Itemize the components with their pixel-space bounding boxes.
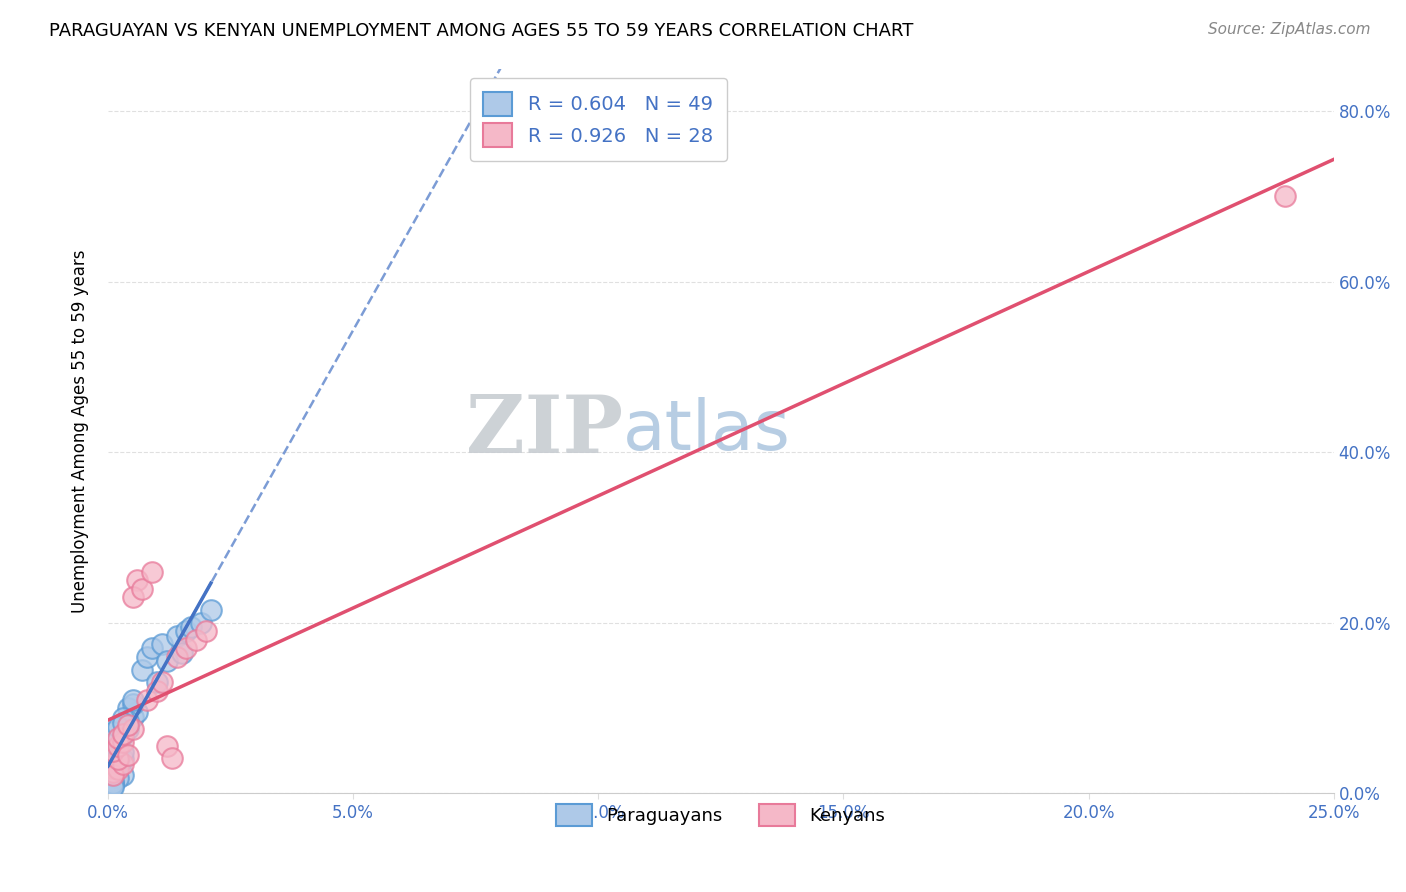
Point <box>176 624 198 639</box>
Point <box>111 726 134 740</box>
Point <box>1274 189 1296 203</box>
Point <box>101 747 124 762</box>
Point <box>121 709 143 723</box>
Point <box>101 725 124 739</box>
Point <box>131 663 153 677</box>
Point <box>150 637 173 651</box>
Point <box>107 744 129 758</box>
Point <box>107 771 129 785</box>
Point <box>117 718 139 732</box>
Point <box>101 750 124 764</box>
Text: ZIP: ZIP <box>465 392 623 470</box>
Point <box>117 701 139 715</box>
Point <box>101 761 124 775</box>
Point <box>121 591 143 605</box>
Point <box>111 767 134 781</box>
Point <box>101 776 124 790</box>
Point <box>127 573 149 587</box>
Point <box>146 675 169 690</box>
Point <box>107 763 129 777</box>
Point <box>101 765 124 780</box>
Point <box>107 754 129 768</box>
Point <box>141 641 163 656</box>
Y-axis label: Unemployment Among Ages 55 to 59 years: Unemployment Among Ages 55 to 59 years <box>72 249 89 613</box>
Point <box>101 739 124 754</box>
Point <box>156 739 179 754</box>
Point <box>101 773 124 788</box>
Point <box>121 692 143 706</box>
Point <box>117 723 139 737</box>
Point <box>111 756 134 771</box>
Point <box>160 750 183 764</box>
Point <box>107 752 129 766</box>
Point <box>111 711 134 725</box>
Point <box>195 624 218 639</box>
Point <box>166 629 188 643</box>
Point <box>101 765 124 780</box>
Point <box>107 756 129 771</box>
Point <box>117 714 139 728</box>
Point <box>121 697 143 711</box>
Text: atlas: atlas <box>623 398 790 465</box>
Point <box>136 692 159 706</box>
Point <box>101 737 124 751</box>
Point <box>117 718 139 732</box>
Point <box>176 641 198 656</box>
Point <box>101 778 124 792</box>
Point <box>101 744 124 758</box>
Text: PARAGUAYAN VS KENYAN UNEMPLOYMENT AMONG AGES 55 TO 59 YEARS CORRELATION CHART: PARAGUAYAN VS KENYAN UNEMPLOYMENT AMONG … <box>49 22 914 40</box>
Point <box>131 582 153 596</box>
Point <box>107 731 129 745</box>
Point <box>101 759 124 773</box>
Point <box>190 615 212 630</box>
Point <box>141 565 163 579</box>
Point <box>107 731 129 745</box>
Point <box>146 684 169 698</box>
Point <box>111 726 134 740</box>
Point <box>111 728 134 742</box>
Point <box>180 620 202 634</box>
Point <box>156 654 179 668</box>
Point <box>111 716 134 731</box>
Point <box>121 723 143 737</box>
Point <box>170 646 193 660</box>
Point <box>111 752 134 766</box>
Legend: Paraguayans, Kenyans: Paraguayans, Kenyans <box>547 795 894 835</box>
Point <box>111 735 134 749</box>
Point <box>111 746 134 760</box>
Point <box>107 763 129 777</box>
Point <box>150 675 173 690</box>
Point <box>117 747 139 762</box>
Point <box>107 733 129 747</box>
Point <box>101 769 124 783</box>
Point <box>127 706 149 720</box>
Point <box>200 603 222 617</box>
Point <box>101 761 124 775</box>
Point <box>136 649 159 664</box>
Point <box>107 739 129 754</box>
Point <box>107 720 129 734</box>
Point <box>101 780 124 794</box>
Point <box>166 649 188 664</box>
Point <box>186 632 208 647</box>
Text: Source: ZipAtlas.com: Source: ZipAtlas.com <box>1208 22 1371 37</box>
Point <box>107 735 129 749</box>
Point <box>101 767 124 781</box>
